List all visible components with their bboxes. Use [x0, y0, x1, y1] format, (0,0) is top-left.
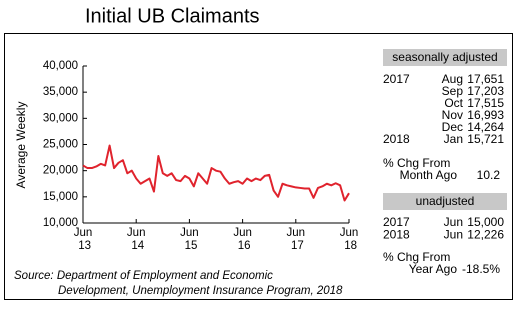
panel-title: seasonally adjusted [392, 50, 497, 64]
x-tick-label: Jun 13 [74, 227, 93, 252]
panel-title: unadjusted [416, 194, 475, 208]
y-tick-label: 20,000 [43, 165, 78, 177]
panel-value: 16,993 [467, 108, 504, 122]
chart-title: Initial UB Claimants [85, 5, 260, 27]
frame [4, 33, 513, 300]
panel-month: Nov [442, 108, 463, 122]
panel-change-label: Month Ago [400, 168, 458, 182]
line [82, 144, 350, 202]
panel-month: Aug [442, 72, 463, 86]
panel-year: 2017 [383, 215, 410, 229]
x-tick-label: Jun 18 [340, 227, 359, 252]
panel-value: 17,515 [467, 96, 504, 110]
panel-month: Jun [444, 228, 463, 242]
panel-header [383, 193, 507, 210]
source: Development, Unemployment Insurance Prog… [58, 285, 343, 297]
panel-value: 15,000 [467, 215, 504, 229]
y-tick-label: 15,000 [43, 191, 78, 203]
panel-month: Jan [444, 132, 463, 146]
x-tick-label: Jun 14 [127, 227, 146, 252]
panel-value: 12,226 [467, 228, 504, 242]
y-tick-label: 25,000 [43, 139, 78, 151]
x-tick-label: Jun 15 [180, 227, 199, 252]
y-tick-label: 35,000 [43, 86, 78, 98]
panel-year: 2018 [383, 228, 410, 242]
panel-value: 14,264 [467, 120, 504, 134]
panel-value: 17,651 [467, 72, 504, 86]
panel-year: 2018 [383, 132, 410, 146]
panel-month: Dec [442, 120, 463, 134]
panel-change-value: 10.2 [477, 168, 501, 182]
panel-header [383, 49, 507, 66]
panel-year: 2017 [383, 72, 410, 86]
x-tick-label: Jun 16 [233, 227, 252, 252]
source: Source: Department of Employment and Eco… [14, 270, 273, 282]
panel-month: Jun [444, 215, 463, 229]
y-tick-label: 40,000 [43, 60, 78, 72]
y-axis-label: Average Weekly [14, 102, 28, 189]
panel-value: 17,203 [467, 84, 504, 98]
x-tick-label: Jun 17 [287, 227, 306, 252]
panel-month: Oct [444, 96, 463, 110]
y-tick-label: 10,000 [43, 217, 78, 229]
panel-change-label: % Chg From [383, 250, 450, 264]
panel-change-label: Year Ago [409, 262, 458, 276]
panel-month: Sep [442, 84, 464, 98]
y-tick-label: 30,000 [43, 112, 78, 124]
panel-value: 15,721 [467, 132, 504, 146]
panel-change-value: -18.5% [462, 262, 500, 276]
panel-change-label: % Chg From [383, 156, 450, 170]
